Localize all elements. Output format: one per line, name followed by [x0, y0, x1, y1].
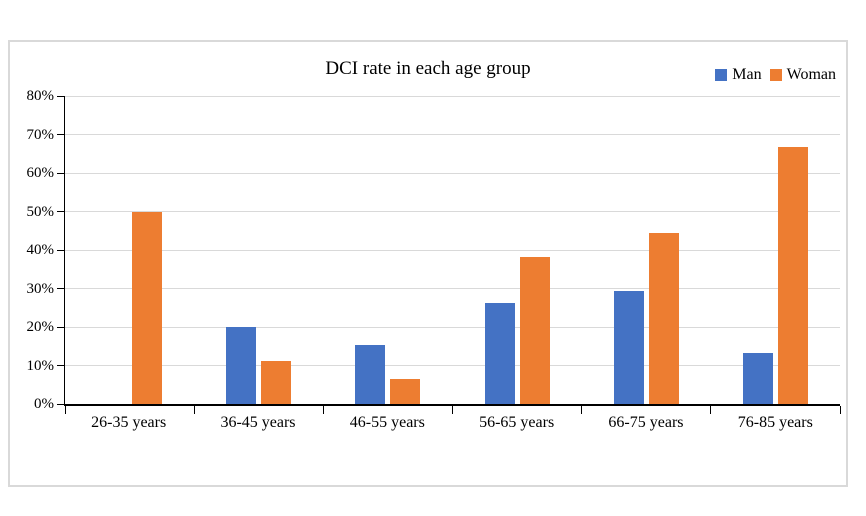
- bar-man-46-55-years: [355, 345, 386, 404]
- y-tick-label-70%: 70%: [26, 126, 55, 143]
- bar-woman-56-65-years: [519, 256, 550, 404]
- y-tick-label-20%: 20%: [26, 319, 55, 335]
- legend-label-man: Man: [732, 66, 762, 83]
- gridline-10%: [65, 365, 840, 366]
- woman-color-swatch: [769, 69, 782, 81]
- category-group-66-75-years: [582, 96, 711, 404]
- y-axis-labels: 0% 10% 20% 30% 40% 50% 60% 70% 80%: [10, 88, 55, 412]
- category-group-26-35-years: [65, 96, 194, 404]
- y-tick-40%: [57, 249, 64, 251]
- x-tick-0: [64, 406, 66, 414]
- x-tick-5: [710, 406, 712, 414]
- x-tick-3: [452, 406, 453, 414]
- chart-title: DCI rate in each age group: [325, 58, 531, 79]
- x-category-label-46-55-years: 46-55 years: [349, 414, 425, 431]
- bar-woman-26-35-years: [132, 211, 163, 404]
- bar-man-56-65-years: [484, 302, 515, 404]
- bar-woman-76-85-years: [777, 147, 808, 404]
- x-axis-labels: 26-35 years 36-45 years 46-55 years 56-65 y…: [64, 414, 840, 432]
- category-group-46-55-years: [323, 96, 452, 404]
- y-tick-label-30%: 30%: [26, 280, 55, 297]
- bar-man-76-85-years: [742, 352, 773, 404]
- y-tick-30%: [57, 288, 64, 289]
- gridline-30%: [65, 288, 840, 289]
- legend: Man Woman: [715, 66, 836, 84]
- x-tick-2: [322, 406, 324, 414]
- legend-label-woman: Woman: [786, 66, 836, 83]
- category-group-36-45-years: [194, 96, 323, 404]
- gridline-60%: [65, 172, 840, 174]
- x-category-label-66-75-years: 66-75 years: [608, 414, 684, 431]
- bar-woman-36-45-years: [261, 361, 292, 404]
- y-tick-20%: [57, 326, 64, 328]
- category-group-76-85-years: [711, 96, 840, 404]
- x-tick-1: [193, 406, 195, 414]
- x-tick-4: [581, 406, 583, 414]
- y-tick-70%: [57, 134, 64, 135]
- man-color-swatch: [715, 69, 728, 81]
- gridline-40%: [65, 249, 840, 251]
- x-tick-6: [839, 406, 841, 414]
- y-tick-label-80%: 80%: [26, 88, 55, 104]
- gridline-80%: [65, 95, 840, 97]
- y-tick-label-40%: 40%: [26, 242, 55, 258]
- y-tick-80%: [57, 95, 64, 97]
- bar-man-66-75-years: [613, 290, 644, 404]
- y-tick-label-0%: 0%: [34, 396, 54, 412]
- x-category-label-56-65-years: 56-65 years: [479, 414, 555, 431]
- gridline-50%: [65, 211, 840, 212]
- legend-item-man: Man: [715, 66, 762, 84]
- y-tick-10%: [57, 365, 64, 366]
- x-category-label-26-35-years: 26-35 years: [91, 414, 167, 431]
- plot-area: [57, 95, 841, 414]
- bar-man-36-45-years: [226, 327, 257, 404]
- chart-frame: DCI rate in each age group Man Woman 0% 1…: [8, 40, 848, 487]
- y-tick-0%: [57, 403, 64, 405]
- y-tick-label-10%: 10%: [26, 357, 55, 374]
- bar-woman-66-75-years: [648, 233, 679, 404]
- y-tick-50%: [57, 211, 64, 212]
- bar-columns: [65, 96, 840, 404]
- bar-woman-46-55-years: [390, 378, 421, 404]
- y-tick-label-50%: 50%: [26, 203, 55, 220]
- y-tick-label-60%: 60%: [26, 165, 55, 181]
- legend-item-woman: Woman: [769, 66, 836, 84]
- gridline-70%: [65, 134, 840, 135]
- y-tick-60%: [57, 172, 64, 174]
- gridline-20%: [65, 326, 840, 328]
- x-category-label-76-85-years: 76-85 years: [737, 414, 813, 431]
- x-category-label-36-45-years: 36-45 years: [220, 414, 296, 431]
- category-group-56-65-years: [453, 96, 582, 404]
